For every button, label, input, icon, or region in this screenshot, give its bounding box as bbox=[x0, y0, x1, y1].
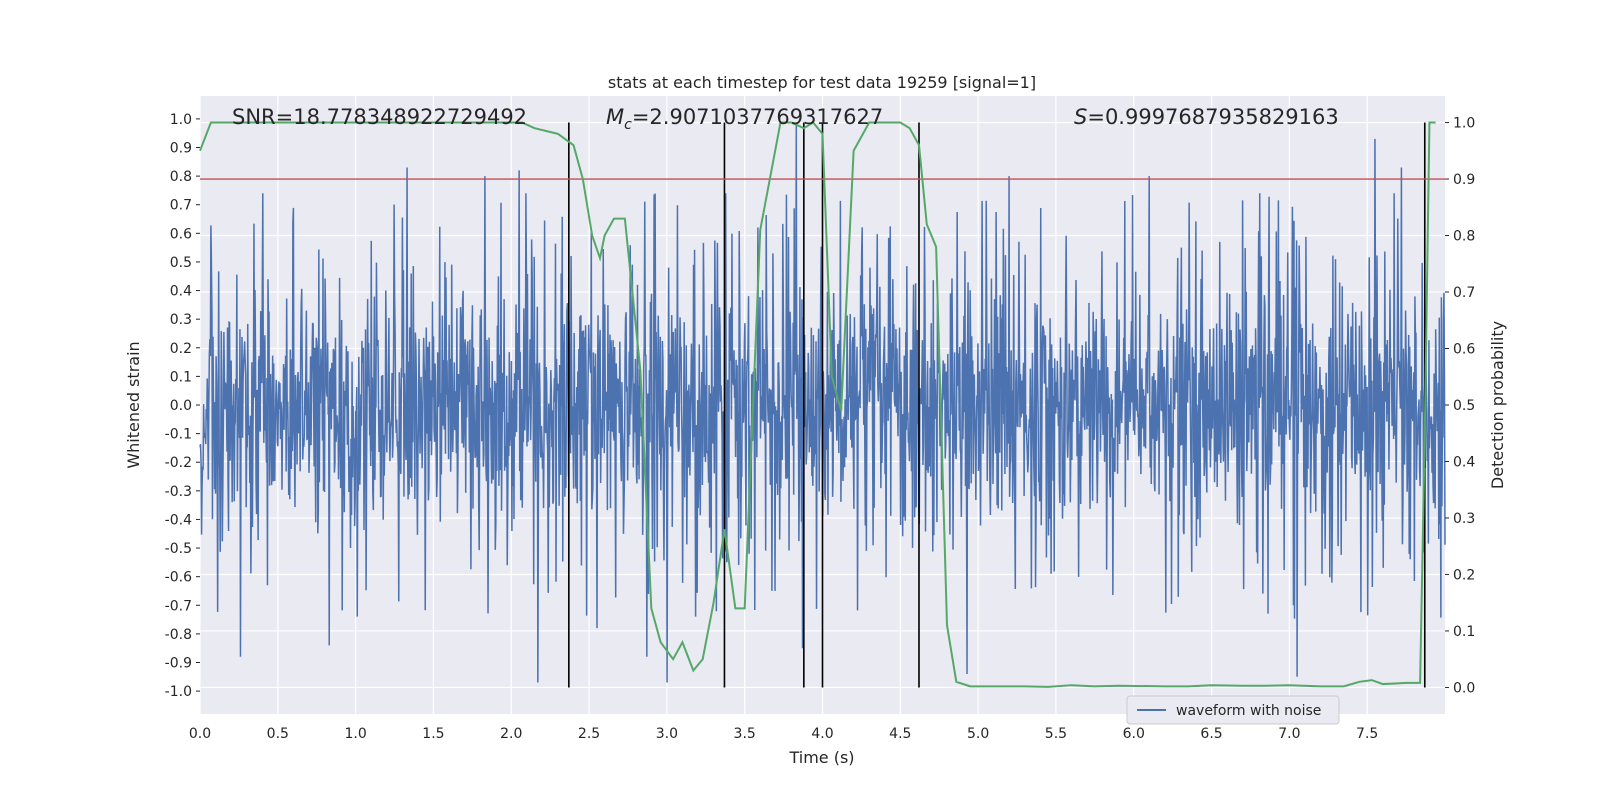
y-tick-label: -0.3 bbox=[165, 484, 192, 500]
x-tick-label: 2.5 bbox=[578, 726, 600, 742]
chart-title: stats at each timestep for test data 192… bbox=[608, 73, 1036, 92]
probability-line bbox=[199, 121, 1436, 688]
y2-tick-label: 0.4 bbox=[1453, 454, 1475, 470]
chirp-mass-annotation: Mc=2.9071037769317627 bbox=[606, 105, 883, 133]
x-tick-label: 6.0 bbox=[1123, 726, 1145, 742]
x-tick-label: 5.0 bbox=[967, 726, 989, 742]
y-ticks: -1.0 -0.9 -0.8 -0.7 -0.6 -0.5 -0.4 -0.3 -0.2 -0.1… bbox=[165, 112, 200, 700]
y-tick-label: 0.5 bbox=[170, 255, 192, 271]
x-tick-label: 7.0 bbox=[1278, 726, 1300, 742]
y2-tick-label: 0.7 bbox=[1453, 285, 1475, 301]
x-tick-label: 0.0 bbox=[189, 726, 211, 742]
y-tick-label: 0.1 bbox=[170, 369, 192, 385]
legend-label: waveform with noise bbox=[1176, 703, 1321, 719]
y-tick-label: -0.5 bbox=[165, 541, 192, 557]
y2-tick-label: 0.1 bbox=[1453, 624, 1475, 640]
x-tick-label: 4.5 bbox=[889, 726, 911, 742]
y-tick-label: 0.9 bbox=[170, 141, 192, 157]
y-tick-label: -0.4 bbox=[165, 512, 192, 528]
snr-annotation: SNR=18.778348922729492 bbox=[232, 105, 527, 129]
x-tick-label: 7.5 bbox=[1356, 726, 1378, 742]
y-tick-label: -1.0 bbox=[165, 684, 192, 700]
y2-tick-label: 0.0 bbox=[1453, 680, 1475, 696]
x-ticks: 0.0 0.5 1.0 1.5 2.0 2.5 3.0 3.5 4.0 4.5 5.0 5.5 6.0 6… bbox=[189, 726, 1378, 742]
score-annotation: S=0.9997687935829163 bbox=[1074, 105, 1339, 129]
x-tick-label: 1.0 bbox=[344, 726, 366, 742]
y-tick-label: 0.3 bbox=[170, 312, 192, 328]
y-axis-label: Whitened strain bbox=[124, 341, 143, 468]
y-tick-label: 0.7 bbox=[170, 198, 192, 214]
y-tick-label: 1.0 bbox=[170, 112, 192, 128]
y-tick-label: -0.9 bbox=[165, 656, 192, 672]
x-tick-label: 6.5 bbox=[1200, 726, 1222, 742]
x-tick-label: 2.0 bbox=[500, 726, 522, 742]
y-tick-label: 0.4 bbox=[170, 284, 192, 300]
y-tick-label: 0.2 bbox=[170, 341, 192, 357]
x-tick-label: 1.5 bbox=[422, 726, 444, 742]
y2-tick-label: 0.3 bbox=[1453, 511, 1475, 527]
x-axis-label: Time (s) bbox=[788, 748, 854, 767]
y-tick-label: -0.2 bbox=[165, 455, 192, 471]
y2-tick-label: 0.6 bbox=[1453, 342, 1475, 358]
y2-tick-label: 1.0 bbox=[1453, 116, 1475, 132]
probability-series bbox=[199, 121, 1436, 688]
y2-tick-label: 0.8 bbox=[1453, 229, 1475, 245]
y-tick-label: -0.1 bbox=[165, 427, 192, 443]
y-tick-label: -0.7 bbox=[165, 598, 192, 614]
y-tick-label: -0.8 bbox=[165, 627, 192, 643]
y2-tick-label: 0.2 bbox=[1453, 567, 1475, 583]
y-tick-label: 0.8 bbox=[170, 169, 192, 185]
y-tick-label: 0.0 bbox=[170, 398, 192, 414]
y2-axis-label: Detection probability bbox=[1488, 321, 1507, 489]
x-tick-label: 5.5 bbox=[1045, 726, 1067, 742]
y2-tick-label: 0.5 bbox=[1453, 398, 1475, 414]
legend-box bbox=[1126, 695, 1340, 725]
y-tick-label: -0.6 bbox=[165, 570, 192, 586]
x-tick-label: 0.5 bbox=[267, 726, 289, 742]
x-tick-label: 4.0 bbox=[811, 726, 833, 742]
y2-tick-label: 0.9 bbox=[1453, 172, 1475, 188]
legend: waveform with noise bbox=[1126, 695, 1340, 725]
y-tick-label: 0.6 bbox=[170, 226, 192, 242]
y2-ticks: 0.0 0.1 0.2 0.3 0.4 0.5 0.6 0.7 0.8 0.9 1.0 bbox=[1445, 116, 1475, 696]
x-tick-label: 3.5 bbox=[734, 726, 756, 742]
x-tick-label: 3.0 bbox=[656, 726, 678, 742]
